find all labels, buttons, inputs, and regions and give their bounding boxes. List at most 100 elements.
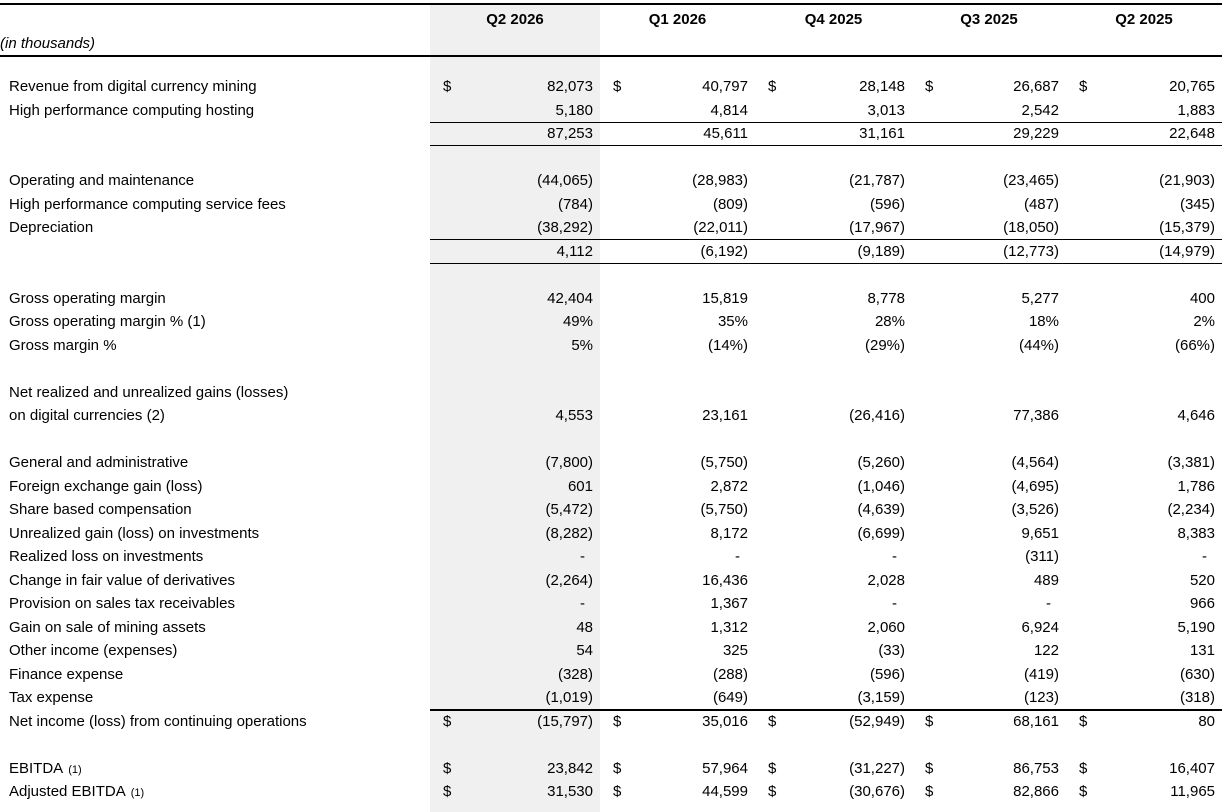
cell-value: (809)	[712, 195, 748, 213]
cell-value: 3,013	[867, 101, 905, 119]
cell-value: (21,787)	[849, 172, 905, 190]
value-cell: $82,073	[430, 75, 600, 99]
cell-value: (318)	[1179, 688, 1215, 706]
cell-value: 29,229	[1013, 125, 1059, 143]
value-cell: (288)	[600, 663, 755, 687]
row-label: Net income (loss) from continuing operat…	[9, 712, 307, 730]
value-cell: 16,436	[600, 569, 755, 593]
value-cell: 520	[1066, 569, 1222, 593]
cell-value: 28,148	[859, 78, 905, 96]
cell-value: (630)	[1179, 665, 1215, 683]
cell-value: 1,367	[710, 595, 748, 613]
value-cell: (3,526)	[912, 498, 1066, 522]
value-cell: $23,842	[430, 757, 600, 781]
cell-value: (3,159)	[857, 688, 905, 706]
cell-value: (419)	[1023, 665, 1059, 683]
cell-value: 77,386	[1013, 407, 1059, 425]
value-cell: 49%	[430, 310, 600, 334]
value-cell: 2,542	[912, 98, 1066, 123]
cell-value: 80	[1198, 713, 1215, 731]
dollar-sign: $	[1079, 783, 1088, 801]
value-cell: 1,883	[1066, 98, 1222, 123]
cell-value: (26,416)	[849, 407, 905, 425]
row-label: General and administrative	[9, 454, 189, 472]
value-cell	[600, 381, 755, 405]
value-cell: (6,699)	[755, 522, 912, 546]
cell-value: 44,599	[702, 783, 748, 801]
value-cell: $26,687	[912, 75, 1066, 99]
value-cell: (596)	[755, 193, 912, 217]
value-cell: 29,229	[912, 122, 1066, 146]
dollar-sign: $	[925, 783, 934, 801]
value-cell: 400	[1066, 287, 1222, 311]
cell-value: 131	[1189, 642, 1215, 660]
cell-value: (649)	[712, 688, 748, 706]
cell-value: 2,028	[867, 571, 905, 589]
table-row: Gross operating margin % (1) 49% 35% 28% 18%…	[0, 310, 1222, 334]
footnote-marker: (1)	[68, 763, 82, 776]
value-cell: 5,277	[912, 287, 1066, 311]
header-gap-row	[0, 56, 1222, 75]
footnote-marker: (1)	[130, 787, 145, 800]
cell-value: (3,526)	[1011, 501, 1059, 519]
cell-value: 4,112	[556, 242, 593, 260]
cell-value: (345)	[1179, 195, 1215, 213]
table-body: Revenue from digital currency mining $82,…	[0, 75, 1222, 804]
value-cell: $57,964	[600, 757, 755, 781]
cell-value: 2%	[1193, 313, 1215, 331]
cell-value: 87,253	[547, 125, 593, 143]
cell-value: (5,260)	[857, 454, 905, 472]
value-cell: (7,800)	[430, 451, 600, 475]
table-row: Gain on sale of mining assets 48 1,312 2,06…	[0, 616, 1222, 640]
value-cell: $11,965	[1066, 780, 1222, 804]
value-cell: (2,234)	[1066, 498, 1222, 522]
units-row-cell	[430, 34, 600, 57]
table-row: General and administrative (7,800) (5,750)…	[0, 451, 1222, 475]
cell-value: 325	[722, 642, 748, 660]
cell-value: (5,750)	[700, 454, 748, 472]
spacer-row	[0, 733, 1222, 757]
cell-value: 11,965	[1170, 783, 1215, 801]
value-cell: (9,189)	[755, 239, 912, 264]
table-row: Gross operating margin 42,404 15,819 8,778 5…	[0, 287, 1222, 311]
dollar-sign: $	[1079, 759, 1088, 777]
value-cell: $86,753	[912, 757, 1066, 781]
value-cell: 1,786	[1066, 475, 1222, 499]
cell-value: (3,381)	[1167, 454, 1215, 472]
table-row: EBITDA (1) $23,842 $57,964 $ (31,227) $86,753 $…	[0, 757, 1222, 781]
value-cell: 6,924	[912, 616, 1066, 640]
value-cell: (2,264)	[430, 569, 600, 593]
value-cell: 489	[912, 569, 1066, 593]
cell-value: (328)	[557, 665, 593, 683]
cell-value: 8,383	[1177, 524, 1215, 542]
value-cell: (15,379)	[1066, 216, 1222, 240]
cell-value: 5,190	[1177, 618, 1215, 636]
value-cell: 4,814	[600, 98, 755, 123]
dollar-sign: $	[925, 759, 934, 777]
row-label: High performance computing service fees	[9, 195, 286, 213]
row-label: Other income (expenses)	[9, 642, 178, 660]
spacer-row	[0, 146, 1222, 170]
table-row: on digital currencies (2) 4,553 23,161 (26,…	[0, 404, 1222, 428]
cell-value: 16,436	[702, 571, 748, 589]
value-cell: $28,148	[755, 75, 912, 99]
value-cell: 4,112	[430, 239, 600, 264]
value-cell: (66%)	[1066, 334, 1222, 358]
units-row-cell	[600, 34, 755, 57]
row-label: Change in fair value of derivatives	[9, 571, 235, 589]
cell-value: (29%)	[864, 336, 905, 354]
value-cell: (487)	[912, 193, 1066, 217]
cell-value: (30,676)	[849, 783, 905, 801]
cell-value: 6,924	[1021, 618, 1059, 636]
value-cell: (4,695)	[912, 475, 1066, 499]
dollar-sign: $	[925, 713, 934, 731]
cell-value: (1,019)	[545, 688, 593, 706]
cell-value: (18,050)	[1003, 219, 1059, 236]
cell-value: 40,797	[702, 78, 748, 96]
value-cell: (4,639)	[755, 498, 912, 522]
value-cell: -	[755, 545, 912, 569]
value-cell: $20,765	[1066, 75, 1222, 99]
value-cell: (3,381)	[1066, 451, 1222, 475]
value-cell: -	[755, 592, 912, 616]
value-cell: (123)	[912, 686, 1066, 711]
